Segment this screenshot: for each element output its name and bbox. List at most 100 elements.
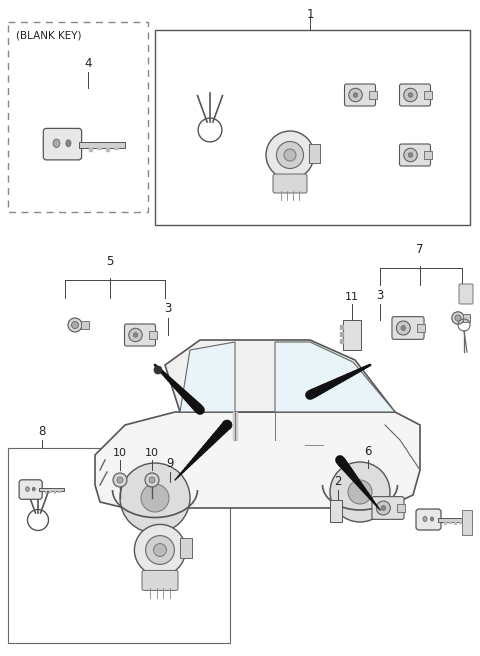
- Polygon shape: [39, 488, 63, 491]
- FancyBboxPatch shape: [345, 84, 375, 106]
- Polygon shape: [438, 518, 465, 522]
- Circle shape: [348, 480, 372, 504]
- FancyBboxPatch shape: [81, 321, 89, 329]
- Circle shape: [284, 149, 296, 161]
- Polygon shape: [275, 342, 395, 412]
- Polygon shape: [54, 491, 55, 493]
- Polygon shape: [114, 148, 118, 150]
- FancyBboxPatch shape: [424, 91, 432, 99]
- Ellipse shape: [33, 487, 35, 491]
- Circle shape: [129, 328, 142, 342]
- Circle shape: [145, 473, 159, 487]
- Text: 11: 11: [345, 292, 359, 302]
- Polygon shape: [58, 491, 60, 492]
- Circle shape: [404, 148, 417, 162]
- Circle shape: [149, 477, 155, 483]
- Polygon shape: [444, 522, 446, 523]
- Text: 10: 10: [113, 448, 127, 458]
- Polygon shape: [340, 325, 343, 329]
- Circle shape: [376, 501, 390, 515]
- Text: 3: 3: [164, 302, 172, 315]
- FancyBboxPatch shape: [180, 538, 192, 558]
- FancyBboxPatch shape: [309, 144, 320, 163]
- Circle shape: [145, 535, 174, 564]
- FancyBboxPatch shape: [155, 30, 470, 225]
- Polygon shape: [95, 412, 420, 508]
- Text: 6: 6: [364, 445, 372, 458]
- Circle shape: [276, 142, 303, 169]
- FancyBboxPatch shape: [372, 497, 404, 520]
- Text: 1: 1: [306, 8, 314, 21]
- Circle shape: [133, 333, 138, 337]
- FancyBboxPatch shape: [399, 84, 431, 106]
- Circle shape: [330, 462, 390, 522]
- Polygon shape: [165, 340, 395, 412]
- Text: 8: 8: [38, 425, 46, 438]
- FancyBboxPatch shape: [459, 284, 473, 304]
- Polygon shape: [89, 148, 92, 151]
- Circle shape: [353, 92, 358, 97]
- Ellipse shape: [423, 516, 427, 522]
- FancyBboxPatch shape: [399, 144, 431, 166]
- Circle shape: [72, 321, 79, 329]
- Circle shape: [266, 131, 314, 179]
- Polygon shape: [340, 332, 343, 336]
- Circle shape: [349, 89, 362, 102]
- Circle shape: [222, 420, 232, 430]
- Polygon shape: [454, 522, 456, 523]
- FancyBboxPatch shape: [8, 22, 148, 212]
- FancyBboxPatch shape: [149, 331, 156, 338]
- FancyBboxPatch shape: [392, 317, 424, 339]
- FancyBboxPatch shape: [124, 324, 156, 346]
- Circle shape: [396, 321, 410, 335]
- Circle shape: [141, 484, 169, 512]
- FancyBboxPatch shape: [418, 324, 425, 332]
- Text: (BLANK KEY): (BLANK KEY): [16, 30, 82, 40]
- FancyBboxPatch shape: [8, 448, 230, 643]
- Polygon shape: [79, 142, 124, 148]
- Text: 3: 3: [376, 289, 384, 302]
- Circle shape: [134, 524, 186, 575]
- FancyBboxPatch shape: [397, 504, 405, 512]
- Ellipse shape: [26, 487, 29, 491]
- Circle shape: [408, 92, 413, 97]
- Text: 10: 10: [145, 448, 159, 458]
- FancyBboxPatch shape: [463, 314, 470, 321]
- Text: 2: 2: [334, 475, 342, 488]
- Circle shape: [113, 473, 127, 487]
- FancyBboxPatch shape: [142, 571, 178, 590]
- Circle shape: [381, 506, 385, 510]
- Circle shape: [455, 315, 461, 321]
- Ellipse shape: [53, 139, 60, 148]
- Circle shape: [404, 89, 417, 102]
- FancyBboxPatch shape: [343, 320, 361, 350]
- FancyBboxPatch shape: [273, 174, 307, 193]
- Text: 9: 9: [166, 457, 174, 470]
- Polygon shape: [45, 491, 47, 493]
- FancyBboxPatch shape: [416, 509, 441, 530]
- FancyBboxPatch shape: [462, 510, 472, 535]
- Text: 5: 5: [106, 255, 114, 268]
- Circle shape: [401, 325, 406, 331]
- Circle shape: [120, 463, 190, 533]
- Text: 7: 7: [416, 243, 424, 256]
- FancyBboxPatch shape: [43, 129, 82, 160]
- Ellipse shape: [66, 140, 71, 147]
- Circle shape: [408, 153, 413, 157]
- Polygon shape: [180, 342, 235, 412]
- Circle shape: [117, 477, 123, 483]
- Polygon shape: [97, 148, 101, 150]
- FancyBboxPatch shape: [369, 91, 376, 99]
- Circle shape: [68, 318, 82, 332]
- Polygon shape: [340, 339, 343, 343]
- FancyBboxPatch shape: [19, 480, 42, 499]
- Polygon shape: [49, 491, 51, 492]
- Polygon shape: [233, 412, 237, 440]
- Circle shape: [154, 366, 162, 374]
- FancyBboxPatch shape: [424, 152, 432, 159]
- FancyBboxPatch shape: [330, 500, 342, 522]
- Ellipse shape: [431, 517, 433, 521]
- Text: 4: 4: [84, 57, 92, 70]
- Circle shape: [154, 544, 167, 556]
- Polygon shape: [106, 148, 109, 151]
